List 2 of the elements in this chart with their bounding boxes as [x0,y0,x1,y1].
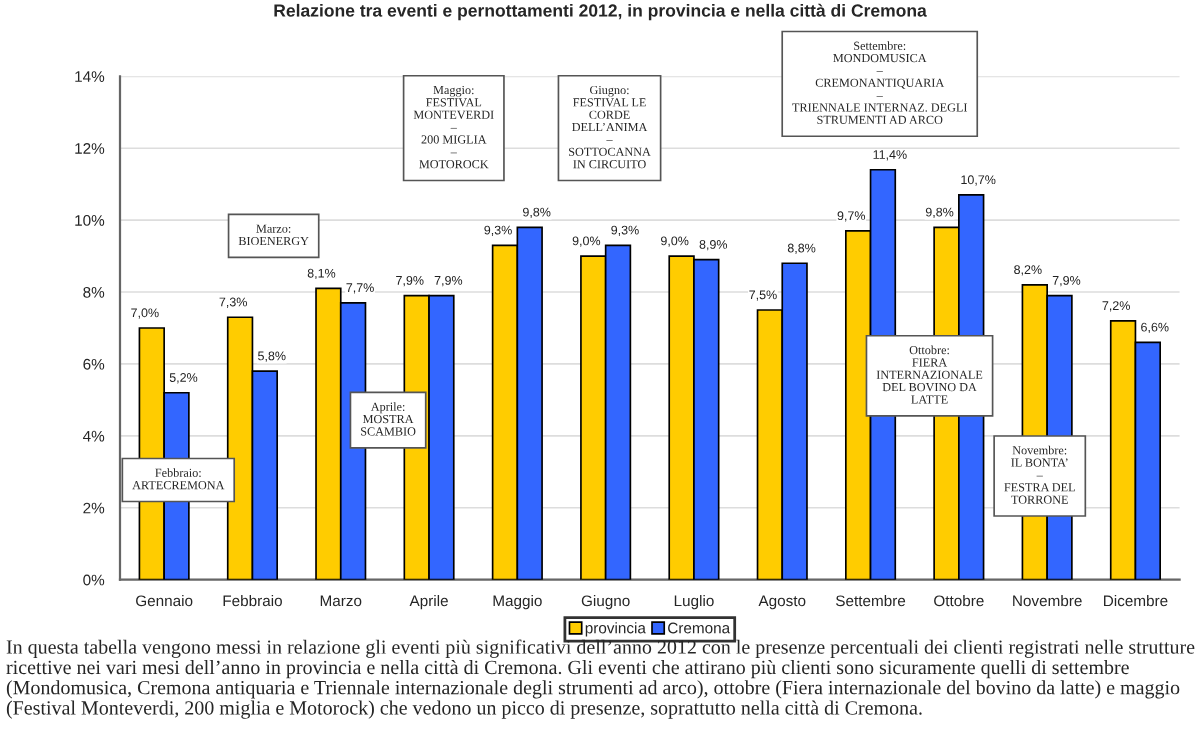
chart-title: Relazione tra eventi e pernottamenti 2012, in provincia e nella città di Cremona [274,3,927,21]
text: In questa tabella vengono messi in relazione gli eventi più significativi dell’anno 2012 con le presenze percentuali dei clienti registrati nelle strutture ricettive nei vari mesi dell’anno in provincia e nella città di Cremona. Gli eventi che attirano più clienti sono sicuramente quelli di settembre (Mondomusica, Cremona antiquaria e Triennale internazionale degli strumenti ad arco), ottobre (Fiera internazionale del bovino da latte) e maggio (Festival Monteverdi, 200 miglia e Motorock) che vedono un picco di presenze, soprattutto nella città di Cremona. [6,639,1195,719]
